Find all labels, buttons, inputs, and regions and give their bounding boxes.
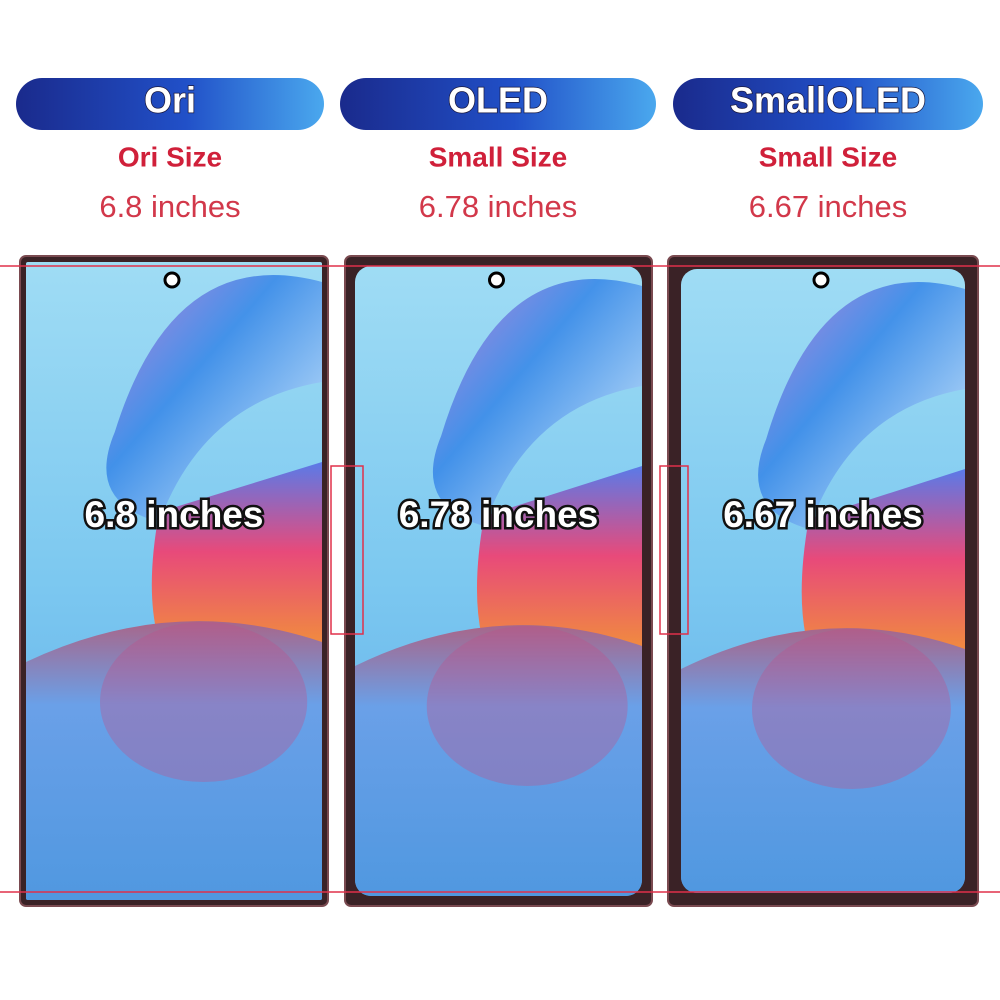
screen	[26, 262, 322, 900]
size-label: Small Size	[429, 141, 568, 172]
wallpaper-swirl	[432, 279, 642, 526]
wallpaper-swirl	[106, 275, 322, 522]
bezel-marker	[659, 465, 689, 635]
wallpaper-bottom	[681, 628, 965, 893]
camera-hole	[812, 271, 830, 289]
screen	[681, 269, 965, 893]
size-label: Small Size	[759, 141, 898, 172]
wallpaper-bottom	[355, 625, 642, 896]
wallpaper-sphere	[100, 622, 308, 782]
inches-label: 6.67 inches	[749, 189, 908, 224]
size-overlay: 6.78 inches	[399, 494, 599, 535]
badge-pill	[16, 78, 324, 130]
wallpaper-warm	[801, 469, 965, 649]
wallpaper-bottom	[26, 621, 322, 900]
screen	[355, 266, 642, 896]
wallpaper-warm	[151, 462, 322, 642]
wallpaper-swirl	[758, 282, 965, 529]
size-label: Ori Size	[118, 141, 222, 172]
size-overlay: 6.8 inches	[85, 494, 264, 535]
size-overlay: 6.67 inches	[723, 494, 923, 535]
wallpaper-sphere	[752, 629, 951, 789]
badge-label: SmallOLED	[730, 80, 926, 121]
wallpaper-sphere	[426, 626, 628, 786]
badge-label: Ori	[144, 80, 196, 121]
badge-pill	[340, 78, 656, 130]
wallpaper-warm	[476, 466, 642, 646]
camera-hole	[488, 271, 505, 289]
badge-label: OLED	[448, 80, 548, 121]
inches-label: 6.78 inches	[419, 189, 578, 224]
badge-pill	[673, 78, 983, 130]
columns: Ori Ori Size 6.8 inches 6.8 inches OLED Small…	[16, 78, 983, 907]
bezel-marker	[330, 465, 364, 635]
camera-hole	[163, 271, 181, 289]
inches-label: 6.8 inches	[99, 189, 240, 224]
